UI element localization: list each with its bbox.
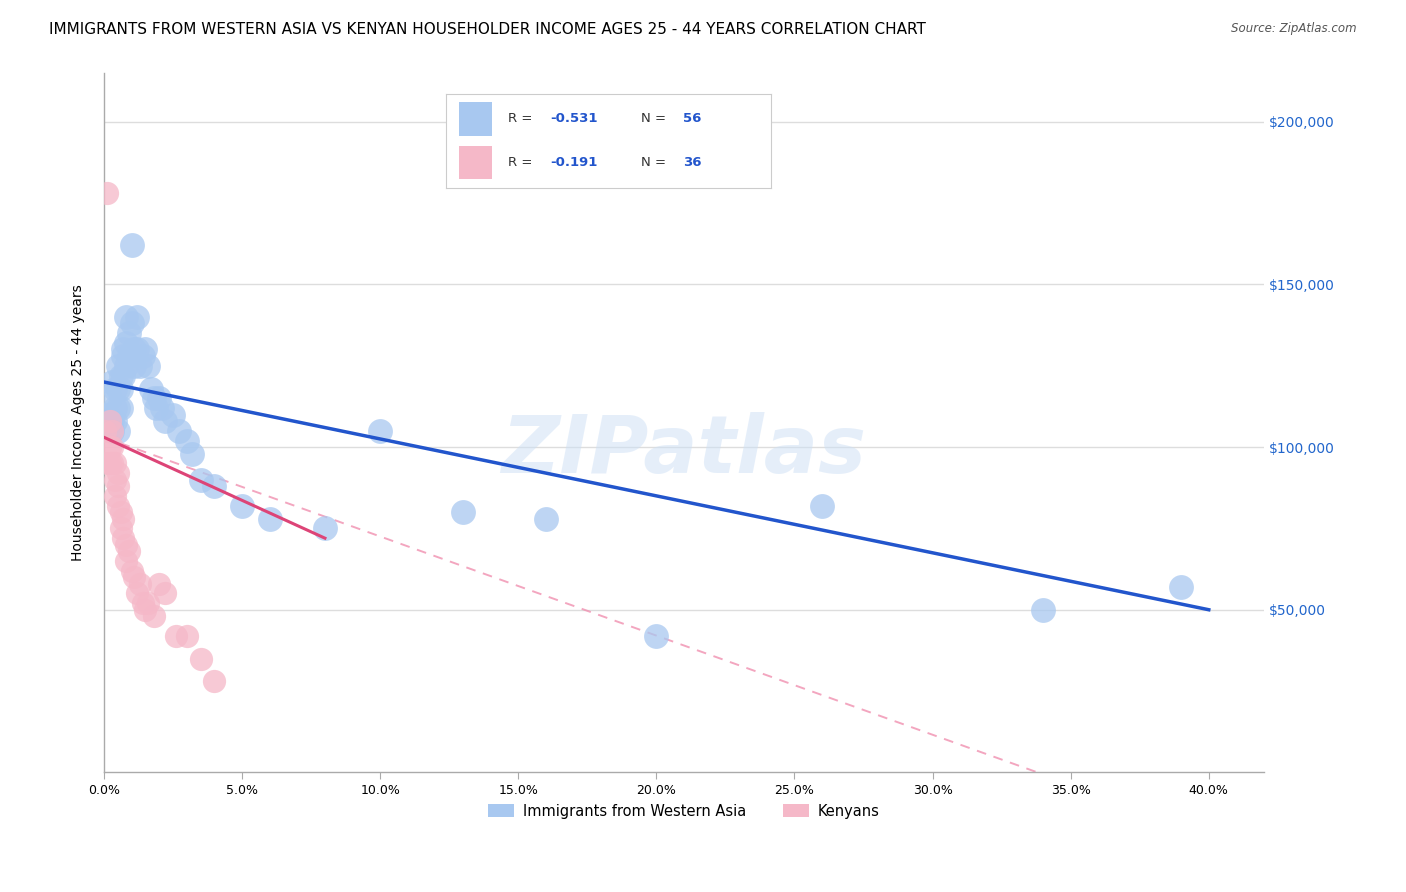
Y-axis label: Householder Income Ages 25 - 44 years: Householder Income Ages 25 - 44 years [72,285,86,561]
Point [101,424,124,438]
Point [101,440,124,454]
Point [110,401,132,415]
Point [259,511,281,525]
Point [107,382,129,396]
Point [96,456,118,470]
Point [107,424,129,438]
Point [101,414,124,428]
Point [127,586,149,600]
Point [112,343,135,357]
Point [110,368,132,383]
Point [153,414,176,428]
Point [142,609,165,624]
Point [115,359,138,373]
Point [150,401,173,415]
Point [101,424,124,438]
Point [811,499,834,513]
Point [153,586,176,600]
Point [204,479,226,493]
Point [98,456,121,470]
Point [115,554,138,568]
Point [136,596,159,610]
Point [118,349,141,363]
Point [176,434,198,448]
Point [118,544,141,558]
Point [121,238,143,252]
Point [110,521,132,535]
Point [136,359,159,373]
Point [128,359,150,373]
Text: Source: ZipAtlas.com: Source: ZipAtlas.com [1232,22,1357,36]
Point [94,424,117,438]
Point [1170,580,1192,594]
Point [96,408,118,422]
Point [104,473,127,487]
Point [134,603,156,617]
Point [98,392,121,406]
Text: IMMIGRANTS FROM WESTERN ASIA VS KENYAN HOUSEHOLDER INCOME AGES 25 - 44 YEARS COR: IMMIGRANTS FROM WESTERN ASIA VS KENYAN H… [49,22,927,37]
Point [128,576,150,591]
Point [121,564,143,578]
Point [101,456,124,470]
Point [1032,603,1054,617]
Legend: Immigrants from Western Asia, Kenyans: Immigrants from Western Asia, Kenyans [482,797,886,824]
Point [190,473,212,487]
Point [176,629,198,643]
Point [107,466,129,480]
Point [534,511,557,525]
Point [101,375,124,389]
Point [104,489,127,503]
Point [145,401,167,415]
Point [165,629,187,643]
Point [134,343,156,357]
Point [96,186,118,201]
Point [204,674,226,689]
Point [121,317,143,331]
Point [115,336,138,351]
Point [98,414,121,428]
Point [124,343,146,357]
Point [162,408,184,422]
Point [104,414,127,428]
Point [314,521,336,535]
Point [107,401,129,415]
Point [104,382,127,396]
Point [451,505,474,519]
Point [104,456,127,470]
Point [131,349,153,363]
Point [148,392,170,406]
Point [107,499,129,513]
Point [98,414,121,428]
Point [112,511,135,525]
Point [112,349,135,363]
Point [148,576,170,591]
Point [190,651,212,665]
Point [645,629,668,643]
Point [110,505,132,519]
Point [118,326,141,341]
Point [127,310,149,324]
Point [368,424,391,438]
Point [231,499,253,513]
Point [107,359,129,373]
Point [104,401,127,415]
Point [127,343,149,357]
Point [98,440,121,454]
Point [115,538,138,552]
Point [110,382,132,396]
Point [124,359,146,373]
Point [131,596,153,610]
Point [167,424,190,438]
Point [139,382,162,396]
Point [107,479,129,493]
Point [112,368,135,383]
Point [181,447,204,461]
Point [115,310,138,324]
Point [124,570,146,584]
Point [112,531,135,545]
Text: ZIPatlas: ZIPatlas [502,412,866,490]
Point [142,392,165,406]
